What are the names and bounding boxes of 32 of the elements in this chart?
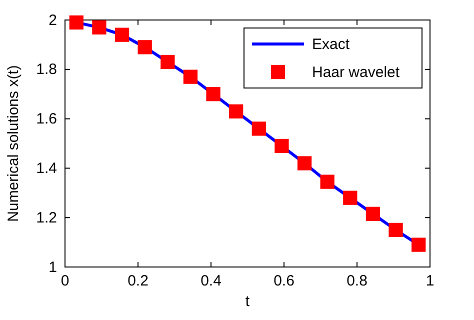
point bbox=[366, 206, 380, 221]
point bbox=[229, 104, 244, 118]
point bbox=[388, 222, 403, 238]
point bbox=[320, 174, 334, 189]
point bbox=[114, 28, 130, 42]
x-tick-label: 0.2 bbox=[128, 272, 148, 290]
x-axis-title: t bbox=[245, 293, 250, 310]
y-tick-label: 1.2 bbox=[36, 209, 57, 226]
point bbox=[412, 238, 426, 252]
point bbox=[138, 40, 152, 54]
point bbox=[297, 156, 312, 170]
x-tick-label: 0.6 bbox=[274, 272, 294, 290]
point bbox=[206, 87, 220, 102]
point bbox=[252, 122, 266, 136]
y-tick-label: 1.6 bbox=[36, 110, 57, 128]
x-tick-label: 0 bbox=[60, 272, 70, 290]
y-axis-title: Numerical solutions x(t) bbox=[5, 65, 22, 222]
point bbox=[92, 20, 106, 34]
point bbox=[69, 15, 84, 30]
legend-label: Haar wavelet bbox=[312, 64, 400, 81]
y-tick-label: 1.8 bbox=[36, 61, 57, 78]
point bbox=[160, 54, 175, 70]
point bbox=[343, 190, 358, 205]
y-tick-label: 1.4 bbox=[36, 160, 57, 177]
y-tick-label: 1 bbox=[48, 258, 57, 276]
x-tick-label: 0.8 bbox=[346, 272, 368, 290]
x-tick-label: 0.4 bbox=[200, 272, 222, 290]
point bbox=[183, 70, 198, 84]
x-tick-label: 1 bbox=[426, 272, 434, 290]
y-tick-label: 2 bbox=[48, 12, 57, 29]
point bbox=[274, 138, 289, 154]
legend-label: Exact bbox=[312, 36, 350, 53]
